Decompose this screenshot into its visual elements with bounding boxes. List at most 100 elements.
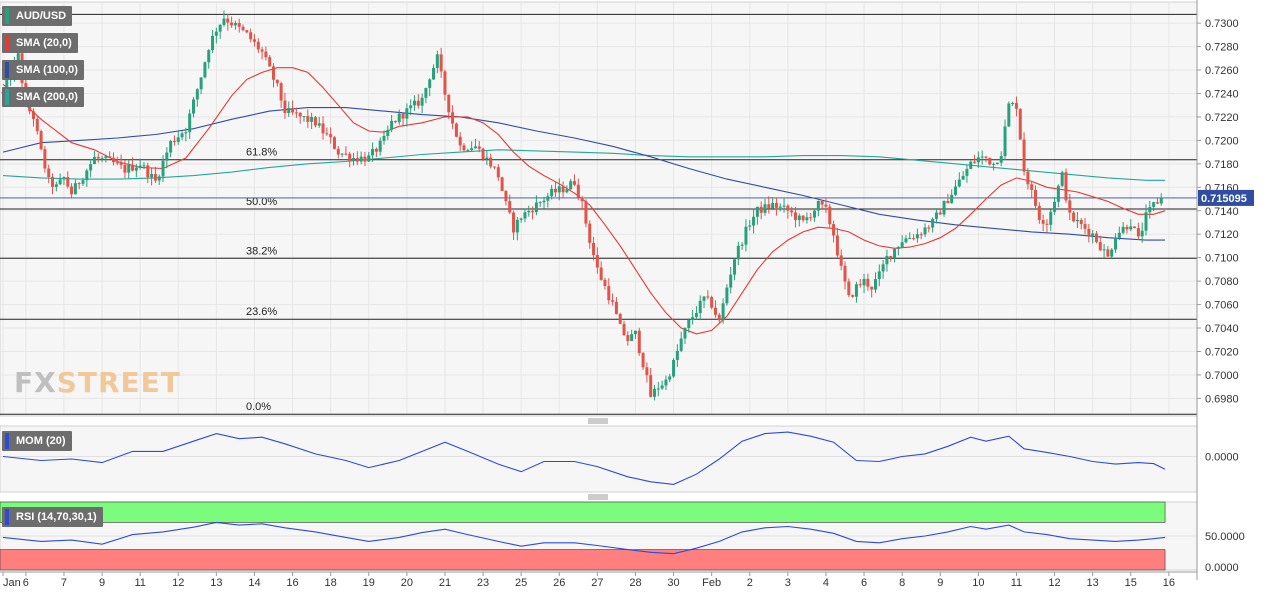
candle-body (199, 77, 203, 90)
candle-body (172, 141, 176, 143)
legend-pair-swatch (5, 8, 9, 24)
candle-body (317, 123, 321, 126)
candle-body (241, 26, 245, 31)
x-tick-label-29: 13 (1087, 577, 1099, 589)
candle-body (588, 223, 592, 243)
candle-body (359, 156, 363, 162)
candle-body (717, 314, 721, 321)
candle-body (957, 179, 961, 187)
candle-body (912, 238, 916, 240)
candle-body (443, 71, 447, 95)
candle-body (759, 206, 763, 213)
candle-body (1037, 205, 1041, 220)
candle-body (352, 157, 356, 161)
candle-body (1072, 212, 1076, 222)
candle-body (1117, 232, 1121, 238)
candle-body (310, 117, 314, 122)
momentum-panel (0, 431, 1197, 485)
candle-body (839, 255, 843, 266)
candle-body (973, 161, 977, 163)
candle-body (447, 94, 451, 113)
y-tick-label-3: 0.7240 (1205, 88, 1239, 100)
candle-body (1056, 185, 1060, 202)
candle-body (1034, 189, 1038, 206)
candle-body (230, 22, 234, 26)
fib-label-4: 0.0% (246, 401, 271, 413)
candle-body (306, 116, 310, 122)
candle-body (119, 162, 123, 165)
legend-mom[interactable]: MOM (20) (2, 431, 72, 451)
candle-body (626, 335, 630, 341)
candle-body (740, 244, 744, 246)
x-tick-label-3: 9 (99, 577, 105, 589)
candle-body (771, 202, 775, 209)
candle-body (138, 165, 142, 168)
candle-body (618, 314, 622, 324)
candle-body (858, 284, 862, 286)
candle-body (1075, 219, 1079, 222)
candle-body (992, 164, 996, 166)
candle-body (683, 328, 687, 339)
x-tick-label-21: 3 (785, 577, 791, 589)
x-tick-label-12: 21 (439, 577, 451, 589)
candle-body (523, 212, 527, 219)
x-tick-label-14: 25 (515, 577, 527, 589)
candle-body (1041, 219, 1045, 224)
legend-pair[interactable]: AUD/USD (2, 6, 73, 26)
candle-body (35, 119, 39, 132)
candle-body (1121, 226, 1125, 233)
candle-body (485, 157, 489, 160)
candle-body (622, 323, 626, 336)
candle-body (344, 153, 348, 155)
candle-body (77, 183, 81, 185)
candle-body (862, 278, 866, 286)
candle-body (542, 200, 546, 203)
candle-body (877, 271, 881, 280)
legend-sma-20[interactable]: SMA (20,0) (2, 33, 78, 53)
candle-body (462, 145, 466, 151)
legend-sma-200[interactable]: SMA (200,0) (2, 87, 84, 107)
fibonacci-levels: 61.8% 50.0% 38.2% 23.6% 0.0% (0, 13, 1197, 415)
legend-sma-100-swatch (5, 62, 9, 78)
candle-body (649, 375, 653, 397)
candle-body (736, 245, 740, 260)
candle-body (843, 265, 847, 282)
candle-body (321, 123, 325, 134)
candle-body (470, 148, 474, 151)
rsi-tick-label-0: 50.0000 (1205, 531, 1245, 543)
candle-body (546, 196, 550, 201)
candle-body (473, 146, 477, 149)
candle-body (835, 235, 839, 256)
candle-body (538, 202, 542, 204)
candle-body (451, 112, 455, 124)
legend-sma-100[interactable]: SMA (100,0) (2, 60, 84, 80)
candle-body (363, 156, 367, 162)
candle-body (432, 67, 436, 80)
y-tick-label-12: 0.7060 (1205, 300, 1239, 312)
candle-body (325, 133, 329, 135)
candle-body (332, 137, 336, 149)
candle-body (603, 279, 607, 287)
candle-body (302, 116, 306, 118)
sma-200-line (2, 149, 1165, 181)
candle-body (965, 168, 969, 176)
candle-body (272, 66, 276, 80)
candle-body (813, 210, 817, 218)
candle-body (519, 218, 523, 220)
candle-body (1110, 249, 1114, 257)
candle-body (268, 57, 272, 67)
candle-body (378, 140, 382, 152)
candle-body (416, 100, 420, 106)
candle-body (702, 296, 706, 301)
candle-body (611, 300, 615, 302)
candle-body (938, 212, 942, 215)
legend-sma-20-swatch (5, 35, 9, 51)
candle-body (214, 31, 218, 36)
legend-rsi[interactable]: RSI (14,70,30,1) (2, 507, 103, 527)
x-tick-label-16: 27 (591, 577, 603, 589)
candle-body (797, 215, 801, 221)
rsi-line (2, 521, 1166, 555)
candle-body (287, 107, 291, 113)
mom-panel-bg (0, 425, 1198, 493)
